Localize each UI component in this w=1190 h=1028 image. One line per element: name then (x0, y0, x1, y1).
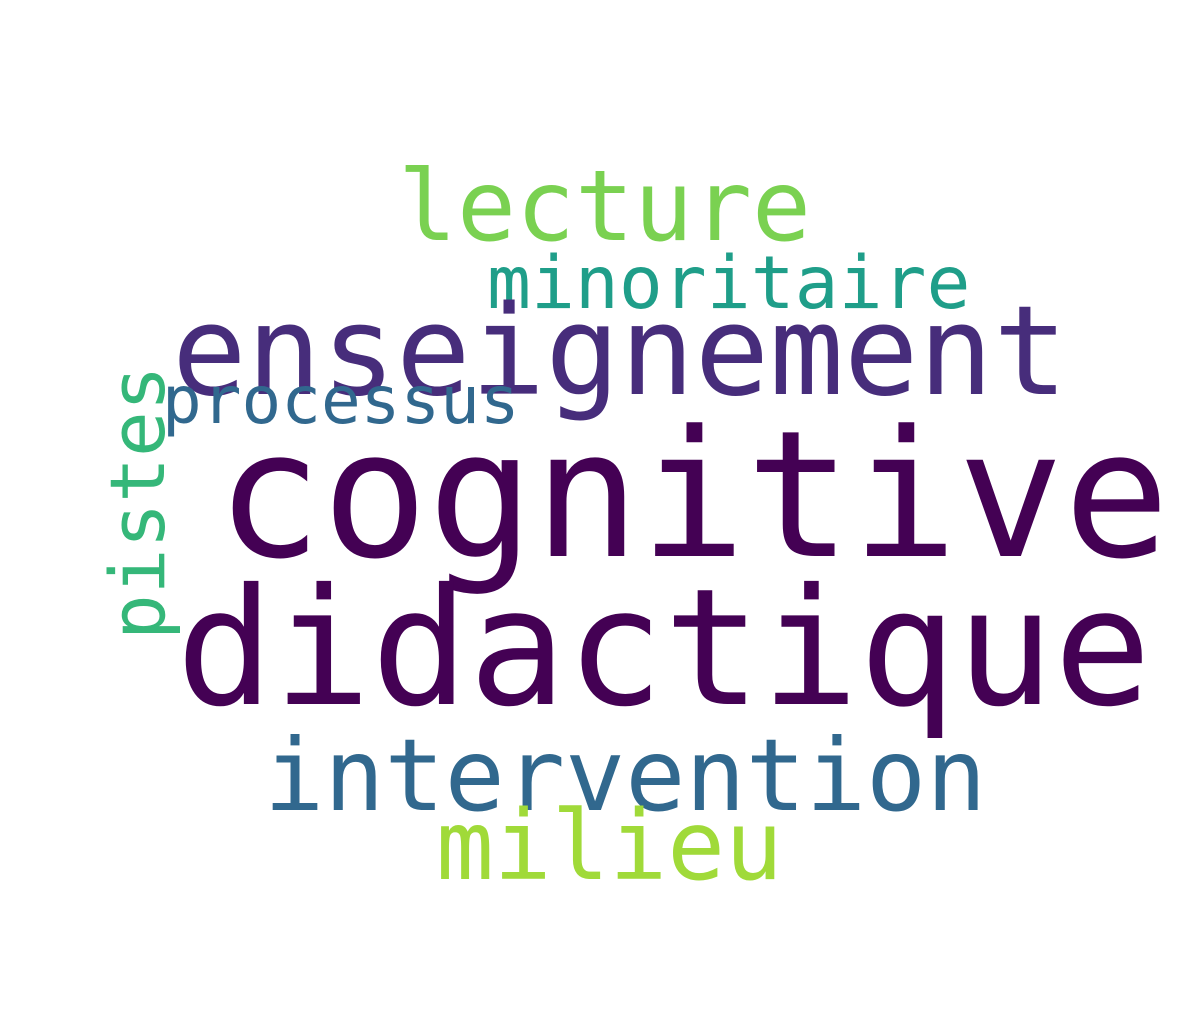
word-milieu: milieu (436, 798, 783, 894)
word-pistes: pistes (100, 365, 176, 640)
word-didactique: didactique (176, 568, 1151, 730)
